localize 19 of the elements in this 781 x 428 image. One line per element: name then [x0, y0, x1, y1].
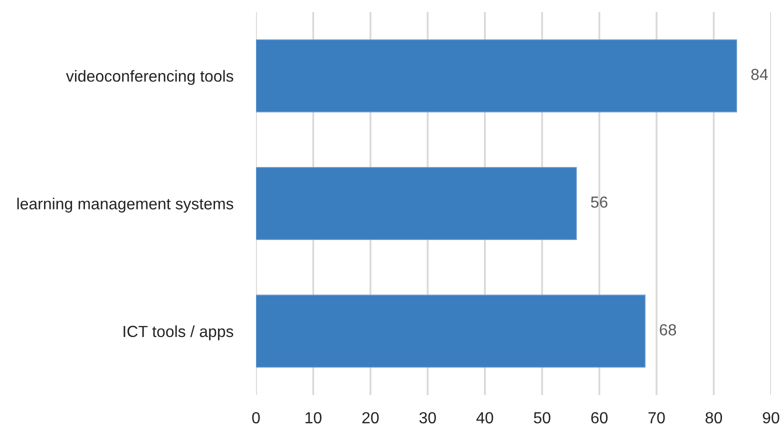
- bar: [256, 167, 577, 240]
- x-tick-label: 80: [706, 412, 722, 424]
- x-tick-label: 20: [362, 412, 379, 424]
- x-tick-label: 50: [534, 412, 550, 424]
- data-label: 56: [590, 196, 608, 208]
- x-tick-label: 40: [476, 412, 494, 424]
- y-tick-label: learning management systems: [17, 198, 234, 213]
- bar: [256, 294, 646, 368]
- x-tick-label: 90: [762, 412, 780, 424]
- x-tick-label: 0: [252, 412, 260, 424]
- data-label: 84: [751, 68, 768, 80]
- x-tick-label: 60: [591, 412, 608, 424]
- y-tick-label: ICT tools / apps: [124, 325, 234, 340]
- y-tick-label: videoconferencing tools: [66, 70, 234, 85]
- x-tick-label: 10: [306, 412, 322, 424]
- x-tick-label: 70: [648, 412, 665, 424]
- data-label: 68: [660, 324, 676, 336]
- x-tick-label: 30: [419, 412, 436, 424]
- bar: [256, 39, 738, 112]
